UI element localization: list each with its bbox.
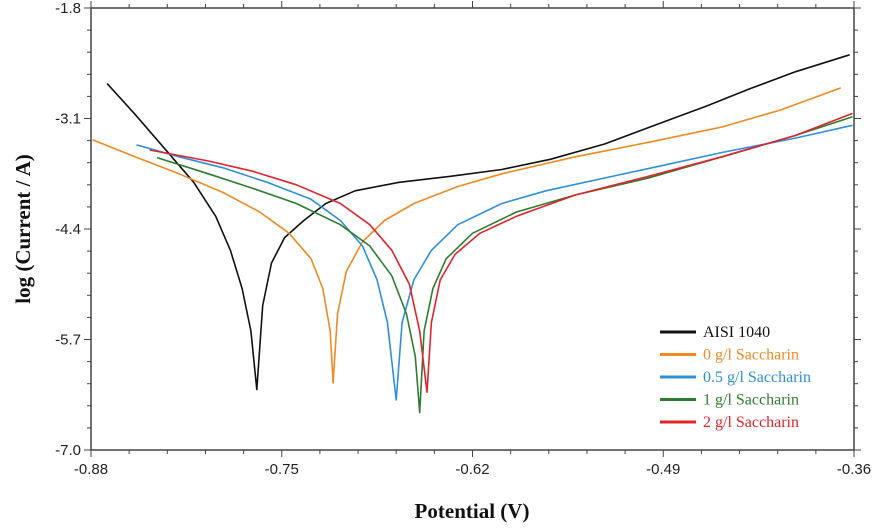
series-line-4 [149, 112, 853, 393]
y-axis-label: log (Current / A) [11, 154, 35, 304]
x-tick-label: -0.49 [646, 461, 680, 478]
x-tick-label: -0.88 [74, 461, 108, 478]
legend-label: 1 g/l Saccharin [703, 392, 799, 409]
series-line-2 [136, 124, 853, 401]
y-tick-label: -7.0 [55, 442, 81, 459]
x-axis-ticks: -0.88 -0.75 -0.62 -0.49 -0.36 [74, 1, 871, 478]
series-line-3 [156, 116, 853, 414]
y-tick-label: -5.7 [55, 332, 81, 349]
legend-label: 0.5 g/l Saccharin [703, 369, 811, 386]
series-line-0 [106, 54, 850, 391]
series-line-1 [92, 87, 842, 384]
x-tick-label: -0.36 [837, 461, 871, 478]
x-tick-label: -0.75 [265, 461, 299, 478]
y-axis-ticks: -1.8 -3.1 -4.4 -5.7 -7.0 [55, 0, 861, 459]
y-tick-label: -4.4 [55, 221, 81, 238]
legend: AISI 1040 0 g/l Saccharin 0.5 g/l Sacchari… [660, 324, 811, 431]
x-axis-label: Potential (V) [415, 499, 530, 523]
legend-label: 2 g/l Saccharin [703, 414, 799, 431]
x-tick-label: -0.62 [455, 461, 489, 478]
series-lines [92, 54, 853, 414]
y-tick-label: -1.8 [55, 0, 81, 17]
legend-label: AISI 1040 [703, 324, 770, 341]
y-tick-label: -3.1 [55, 111, 81, 128]
legend-label: 0 g/l Saccharin [703, 347, 799, 364]
